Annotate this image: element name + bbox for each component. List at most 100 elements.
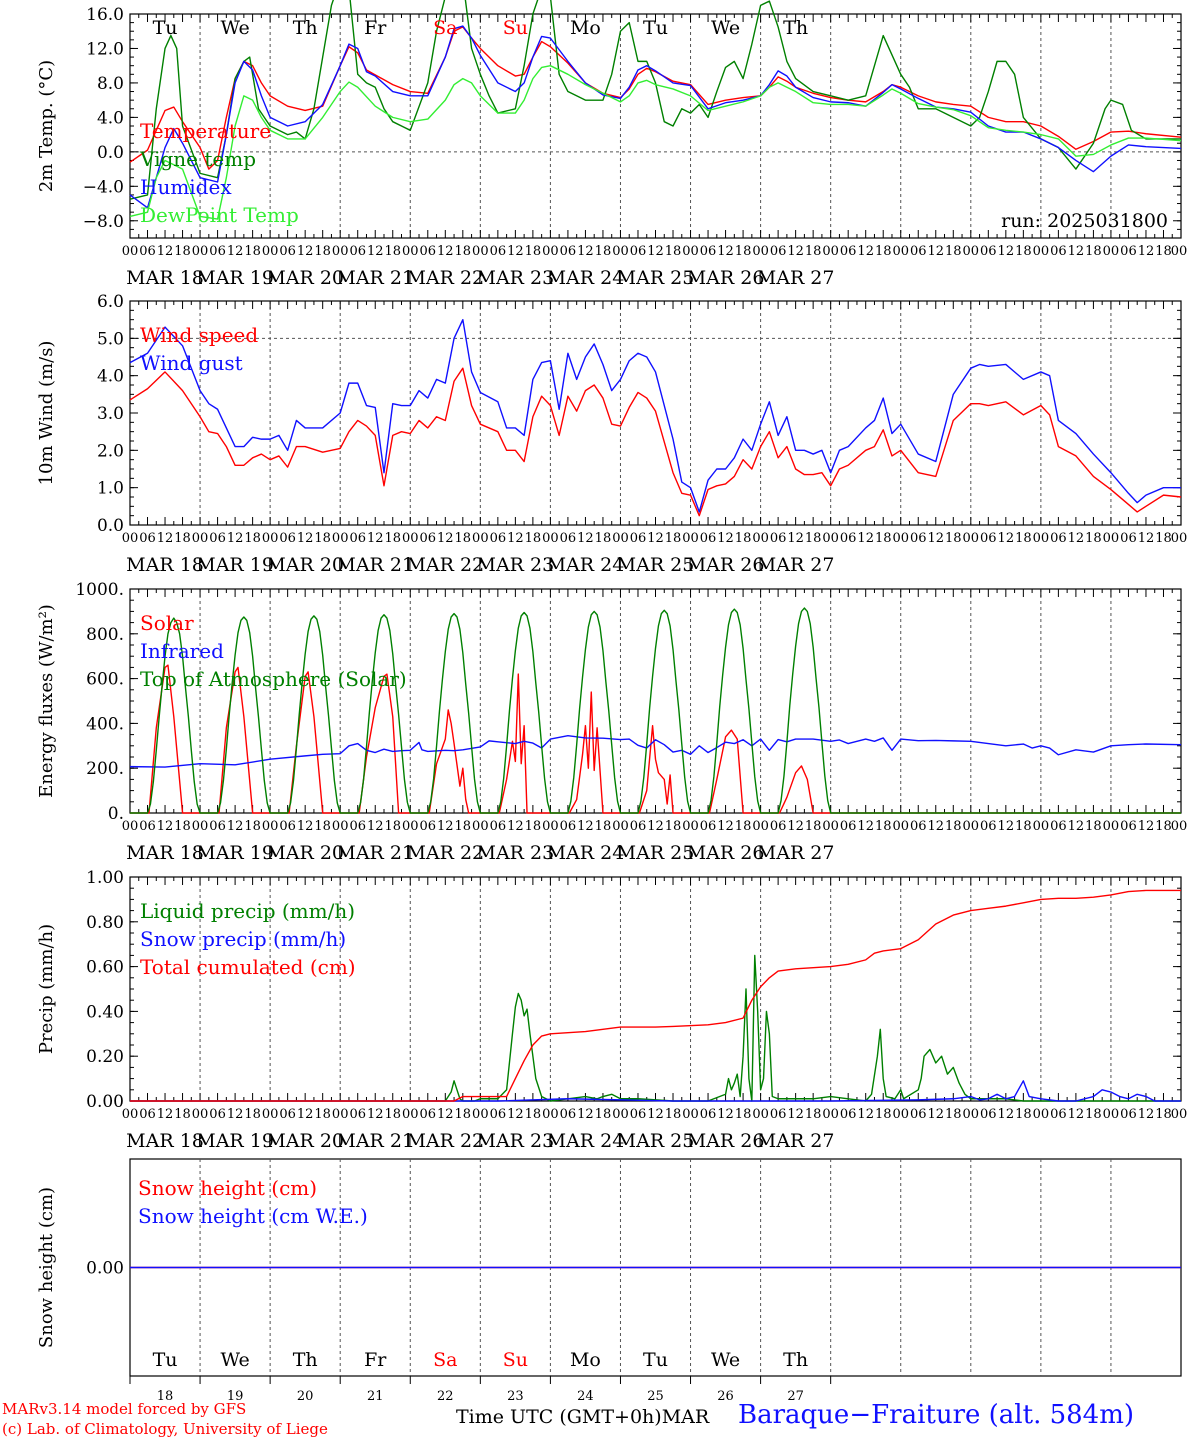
hour-label: 06 <box>139 531 156 546</box>
hour-label: 12 <box>787 244 804 259</box>
hour-label: 00 <box>1033 1107 1050 1122</box>
y-tick-label: 400. <box>86 714 124 734</box>
hour-label: 12 <box>927 819 944 834</box>
weekday-label: Sa <box>433 17 457 39</box>
y-axis-label: Energy fluxes (W/m²) <box>36 604 57 798</box>
y-tick-label: 0.0 <box>97 143 124 163</box>
hour-label: 18 <box>875 531 892 546</box>
hour-label: 12 <box>927 531 944 546</box>
y-axis-label: Precip (mm/h) <box>36 924 57 1054</box>
hour-label: 00 <box>262 244 279 259</box>
hour-label: 00 <box>472 244 489 259</box>
hour-label: 12 <box>437 819 454 834</box>
hour-label: 12 <box>998 1107 1015 1122</box>
hour-label: 12 <box>297 1107 314 1122</box>
hour-label: 00 <box>822 1107 839 1122</box>
hour-label: 12 <box>367 244 384 259</box>
hour-label: 00 <box>682 819 699 834</box>
hour-label: 12 <box>787 531 804 546</box>
chart-panel-2: 0.0 1.0 2.0 3.0 4.0 5.0 6.0 10m Wind (m/s) Wind … <box>36 292 1187 576</box>
y-tick-label: 600. <box>86 670 124 690</box>
hour-label: 18 <box>244 1107 261 1122</box>
hour-label: 00 <box>332 244 349 259</box>
hour-label: 00 <box>682 531 699 546</box>
hour-label: 00 <box>122 1107 139 1122</box>
day-number: 24 <box>577 1389 594 1404</box>
legend-entry: Temperature <box>140 119 271 143</box>
hour-label: 18 <box>174 819 191 834</box>
weekday-label: Tu <box>643 17 668 39</box>
hour-label: 06 <box>209 819 226 834</box>
legend-entry: Wind gust <box>140 351 243 375</box>
hour-label: 18 <box>525 531 542 546</box>
hour-label: 12 <box>1068 244 1085 259</box>
hour-label: 18 <box>384 819 401 834</box>
hour-label: 00 <box>262 1107 279 1122</box>
hour-label: 12 <box>1068 1107 1085 1122</box>
hour-label: 00 <box>612 819 629 834</box>
hour-label: 06 <box>980 1107 997 1122</box>
hour-label: 06 <box>700 819 717 834</box>
hour-label: 18 <box>735 1107 752 1122</box>
y-axis-label: 2m Temp. (°C) <box>36 60 57 192</box>
date-label: MAR 27 <box>757 1130 835 1152</box>
hour-label: 06 <box>560 531 577 546</box>
date-label: MAR 20 <box>266 267 344 289</box>
date-label: MAR 26 <box>687 267 765 289</box>
hour-label: 00 <box>822 244 839 259</box>
date-label: MAR 20 <box>266 1130 344 1152</box>
y-tick-label: 0.40 <box>86 1002 124 1022</box>
hour-label: 12 <box>157 819 174 834</box>
hour-label: 12 <box>507 1107 524 1122</box>
hour-label: 18 <box>945 244 962 259</box>
month-label: MAR <box>661 1406 710 1428</box>
hour-label: 12 <box>577 244 594 259</box>
hour-label: 18 <box>595 1107 612 1122</box>
hour-label: 06 <box>1120 531 1137 546</box>
hour-label: 06 <box>1050 244 1067 259</box>
hour-label: 12 <box>998 244 1015 259</box>
hour-label: 12 <box>647 531 664 546</box>
plot-frame <box>129 588 1182 814</box>
date-label: MAR 25 <box>617 267 695 289</box>
series-line <box>130 889 1181 1102</box>
weekday-label: We <box>220 17 249 39</box>
hour-label: 06 <box>1120 819 1137 834</box>
hour-label: 06 <box>560 1107 577 1122</box>
series-line <box>129 26 1182 170</box>
legend-entry: Top of Atmosphere (Solar) <box>140 667 407 691</box>
chart-panel-1: −8.0 −4.0 0.0 4.0 8.0 12.0 16.0 2m Temp. (°C) Te… <box>36 0 1187 289</box>
hour-label: 06 <box>1120 1107 1137 1122</box>
y-tick-label: 2.0 <box>97 441 124 461</box>
hour-label: 18 <box>945 1107 962 1122</box>
date-label: MAR 24 <box>547 554 625 576</box>
hour-label: 12 <box>437 244 454 259</box>
hour-label: 18 <box>455 244 472 259</box>
hour-label: 12 <box>577 819 594 834</box>
hour-label: 06 <box>910 819 927 834</box>
hour-label: 06 <box>840 819 857 834</box>
hour-label: 00 <box>612 244 629 259</box>
y-tick-label: 0.00 <box>86 1259 124 1279</box>
hour-label: 18 <box>595 819 612 834</box>
weekday-label: Tu <box>643 1349 668 1371</box>
hour-label: 00 <box>963 531 980 546</box>
series-line <box>129 367 1182 517</box>
series-line <box>129 318 1181 513</box>
hour-label: 06 <box>630 1107 647 1122</box>
hour-label: 12 <box>717 531 734 546</box>
hour-label: 18 <box>875 244 892 259</box>
hour-label: 00 <box>472 531 489 546</box>
date-label: MAR 25 <box>617 1130 695 1152</box>
hour-label: 00 <box>892 1107 909 1122</box>
hour-label: 00 <box>963 244 980 259</box>
series-line <box>129 0 1181 200</box>
hour-label: 12 <box>857 244 874 259</box>
y-tick-label: 8.0 <box>97 74 124 94</box>
date-label: MAR 19 <box>196 267 274 289</box>
hour-label: 00 <box>963 819 980 834</box>
hour-label: 00 <box>542 244 559 259</box>
hour-label: 18 <box>1155 244 1172 259</box>
hour-label: 18 <box>384 244 401 259</box>
hour-label: 00 <box>472 1107 489 1122</box>
